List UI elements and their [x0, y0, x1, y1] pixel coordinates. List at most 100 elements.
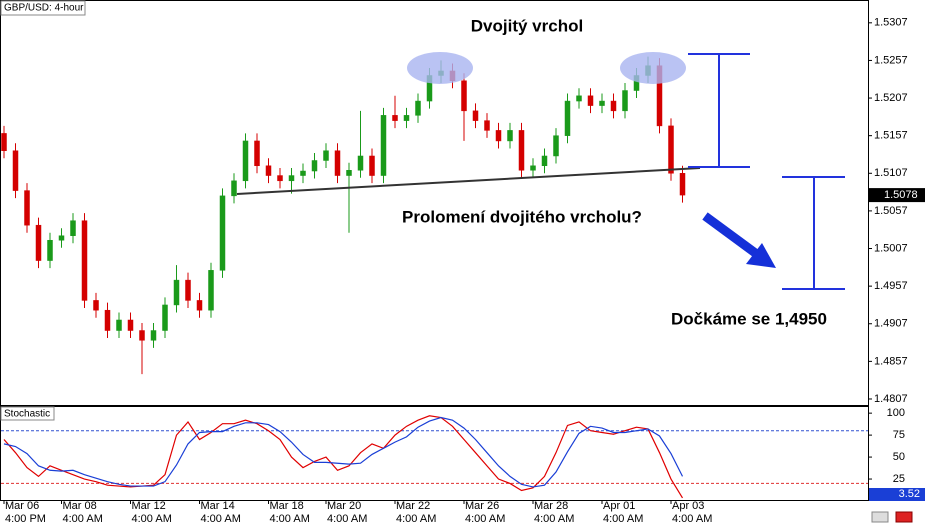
candle-body [219, 195, 226, 271]
y-tick-label: 1.5057 [874, 205, 908, 217]
candle-body [231, 180, 237, 197]
candle-body [70, 220, 76, 236]
candle-body [277, 175, 283, 182]
current-value-box [869, 488, 925, 501]
candle-body [392, 115, 398, 121]
x-tick-label: Mar 06 [5, 500, 39, 512]
candle-body [288, 175, 295, 182]
candle-body [541, 155, 548, 167]
candle-body [12, 150, 19, 191]
candle-body [610, 100, 617, 112]
candle-body [254, 140, 260, 167]
candle-body [150, 330, 157, 341]
candle-body [104, 309, 111, 331]
candle-body [599, 100, 605, 106]
candle-body [369, 155, 375, 176]
annotation: Dvojitý vrchol [471, 16, 583, 35]
annotation: Dočkáme se 1,4950 [671, 309, 827, 328]
candle-body [58, 235, 65, 241]
title-box [0, 406, 55, 421]
x-tick-label: 4:00 AM [672, 513, 712, 525]
x-tick-label: Mar 22 [396, 500, 430, 512]
candle-body [576, 95, 582, 102]
candle-body [185, 279, 191, 301]
candle-body [35, 224, 42, 261]
stochastic-plot [1, 415, 868, 499]
candle-body [334, 150, 341, 176]
x-tick-label: 4:00 AM [327, 513, 367, 525]
x-tick-label: Mar 12 [132, 500, 166, 512]
candle-body [564, 100, 571, 136]
candle-body [311, 160, 318, 172]
pane-title: Stochastic [4, 409, 50, 420]
close-button[interactable] [895, 511, 913, 523]
y-tick-label: 100 [887, 407, 905, 419]
stochastic-line [3, 415, 684, 499]
y-tick-label: 1.5007 [874, 242, 908, 254]
candle-body [587, 95, 594, 106]
stochastic-pane [0, 406, 869, 501]
highlight [407, 52, 473, 84]
annotation: Prolomení dvojitého vrcholu? [402, 207, 642, 226]
x-tick-label: 4:00 AM [270, 513, 310, 525]
title-box [0, 0, 86, 16]
candle-body [265, 165, 272, 176]
pane-button[interactable] [871, 511, 889, 523]
y-tick-label: 1.4857 [874, 355, 908, 367]
candle-body [484, 120, 490, 131]
candle-body [208, 270, 214, 311]
candle-body [47, 239, 53, 261]
candle-body [139, 330, 145, 341]
candle-body [403, 115, 410, 121]
price-plot [1, 56, 686, 375]
y-tick-label: 1.4907 [874, 318, 908, 330]
x-tick-label: Mar 26 [465, 500, 499, 512]
x-tick-label: Mar 18 [270, 500, 304, 512]
candle-body [380, 115, 387, 176]
x-tick-label: Mar 08 [63, 500, 97, 512]
candle-body [300, 170, 306, 176]
candle-body [668, 125, 674, 174]
y-tick-label: 50 [893, 451, 905, 463]
candle-body [530, 165, 536, 171]
candle-body [622, 90, 628, 112]
x-tick-label: 4:00 AM [132, 513, 172, 525]
bracket [688, 53, 845, 290]
x-tick-label: Apr 01 [603, 500, 635, 512]
candle-body [461, 80, 467, 112]
candle-body [93, 300, 99, 311]
candle-body [357, 155, 364, 171]
candle-body [415, 100, 421, 116]
x-tick-label: 4:00 AM [603, 513, 643, 525]
y-tick-label: 1.5107 [874, 167, 908, 179]
x-tick-label: 4:00 AM [396, 513, 436, 525]
y-tick-label: 1.5257 [874, 54, 908, 66]
candle-body [346, 170, 352, 176]
x-tick-label: Mar 20 [327, 500, 361, 512]
x-tick-label: Mar 14 [201, 500, 235, 512]
x-tick-label: Apr 03 [672, 500, 704, 512]
candle-body [472, 110, 479, 121]
candle-body [116, 319, 122, 331]
candle-body [196, 300, 203, 311]
x-tick-label: 4:00 AM [63, 513, 103, 525]
y-tick-label: 1.4807 [874, 393, 908, 405]
y-tick-label: 1.5307 [874, 17, 908, 29]
candle-body [242, 140, 249, 182]
x-tick-label: 4:00 PM [5, 513, 46, 525]
axes: 1.5307 1.5257 1.5207 1.5157 1.5107 1.5057 1.50… [3, 17, 925, 525]
y-tick-label: 1.4957 [874, 280, 908, 292]
stochastic-line [3, 416, 684, 488]
candle-body [507, 130, 513, 142]
candle-body [323, 150, 329, 161]
y-tick-label: 75 [893, 429, 905, 441]
candle-body [81, 220, 88, 301]
chart-title: GBP/USD: 4-hour [4, 3, 84, 14]
x-tick-label: Mar 28 [534, 500, 568, 512]
candle-body [162, 304, 168, 331]
candle-body [127, 319, 134, 331]
candle-body [1, 133, 7, 151]
y-tick-label: 1.5157 [874, 130, 908, 142]
